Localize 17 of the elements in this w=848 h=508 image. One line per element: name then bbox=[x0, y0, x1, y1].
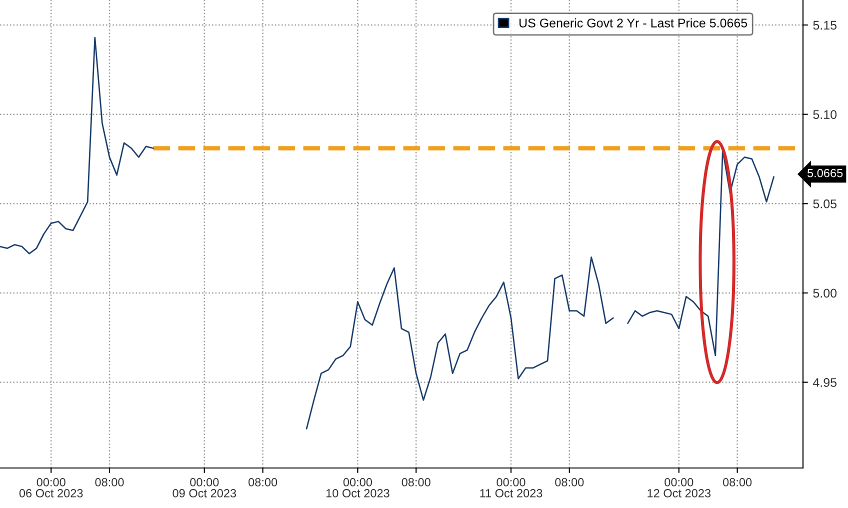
x-tick-label: 00:00 06 Oct 2023 bbox=[19, 478, 83, 498]
y-tick-label: 5.10 bbox=[813, 110, 837, 119]
y-tick-label: 5.05 bbox=[813, 199, 837, 208]
legend-label: US Generic Govt 2 Yr - Last Price 5.0665 bbox=[520, 18, 748, 28]
x-tick-label: 00:00 11 Oct 2023 bbox=[480, 478, 542, 498]
x-tick-label: 00:00 10 Oct 2023 bbox=[326, 478, 390, 498]
y-tick-label: 4.95 bbox=[813, 378, 837, 387]
y-tick-label: 5.00 bbox=[813, 288, 837, 298]
x-tick-label: 08:00 bbox=[722, 478, 752, 486]
x-tick-label: 00:00 09 Oct 2023 bbox=[172, 478, 236, 498]
x-tick-label: 08:00 bbox=[95, 478, 124, 486]
x-tick-label: 00:00 12 Oct 2023 bbox=[648, 478, 711, 498]
x-tick-label: 08:00 bbox=[555, 478, 584, 486]
x-tick-label: 08:00 bbox=[402, 478, 430, 486]
text: 5.0665 bbox=[807, 168, 843, 178]
x-tick-label: 08:00 bbox=[248, 478, 278, 486]
y-tick-label: 5.15 bbox=[813, 20, 837, 30]
